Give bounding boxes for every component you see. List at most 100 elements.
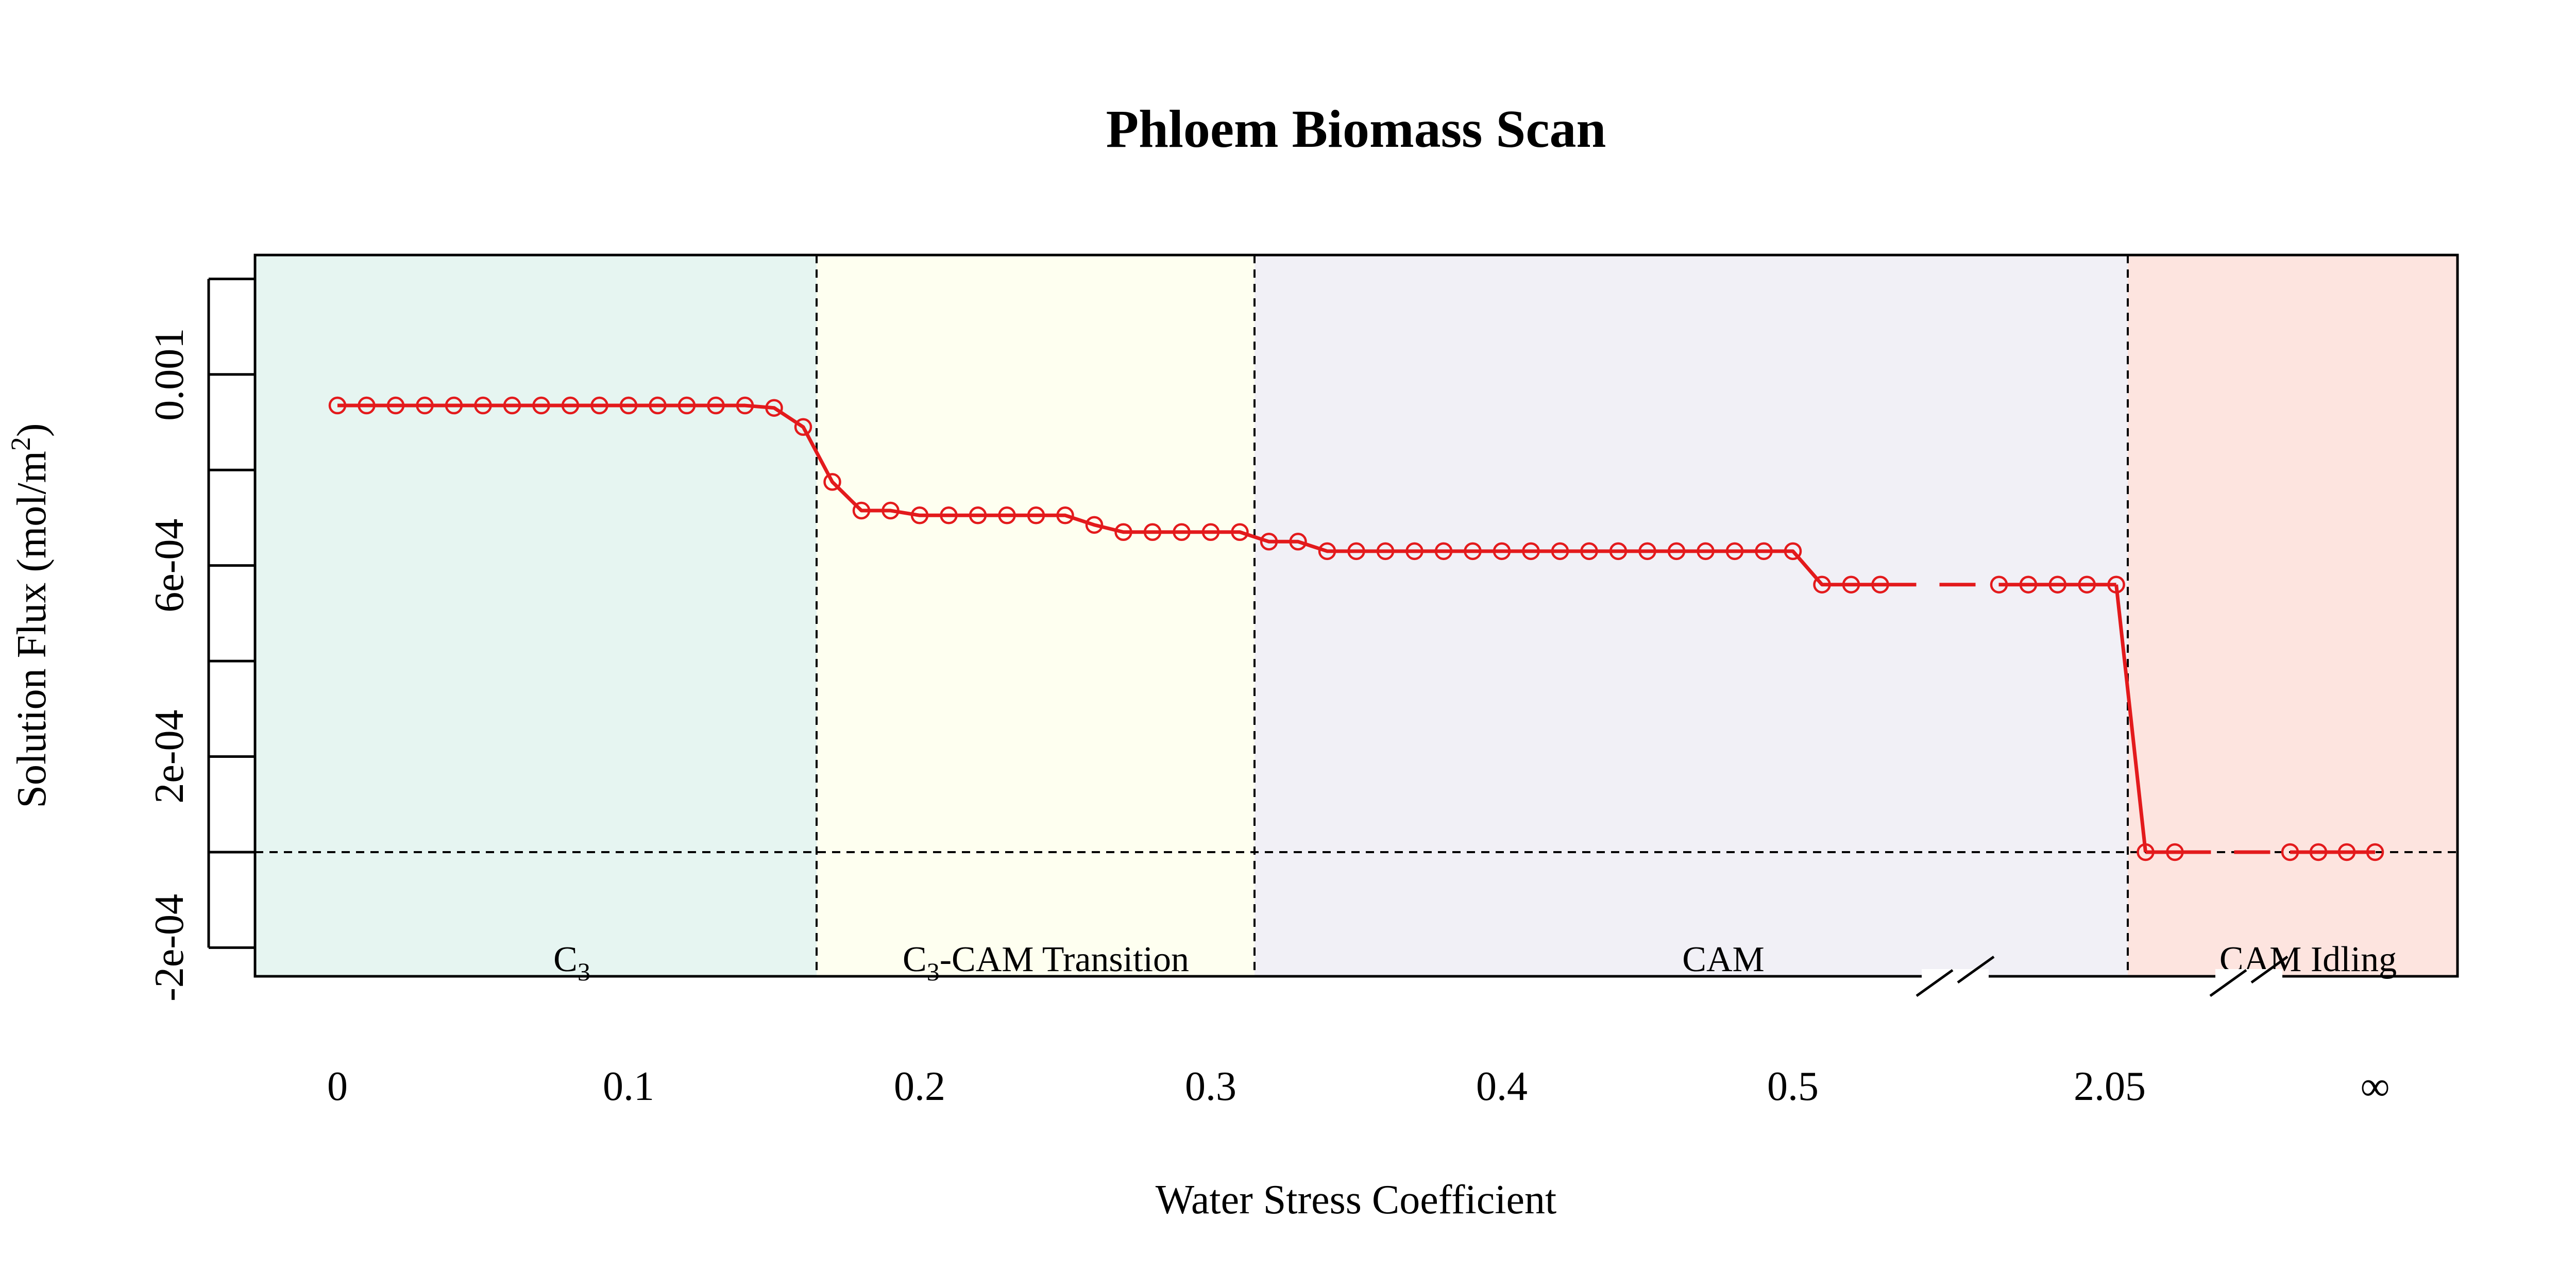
x-tick-label: 0.1: [603, 1064, 654, 1109]
data-point: [445, 396, 463, 415]
x-tick-label: 0: [327, 1064, 348, 1109]
data-point: [882, 501, 900, 520]
region-label-sub: 3: [927, 957, 940, 986]
data-point: [503, 396, 521, 415]
data-point: [1990, 575, 2008, 594]
region-label-cam: CAM: [1682, 940, 1764, 979]
data-point: [649, 396, 667, 415]
data-point: [590, 396, 608, 415]
data-point: [2337, 843, 2356, 861]
axis-break-mark: [2209, 969, 2247, 997]
data-point: [474, 396, 492, 415]
y-axis-label: Solution Flux (mol/m2): [5, 423, 55, 808]
region-band-idling: [2128, 255, 2458, 976]
data-point: [1580, 542, 1598, 561]
y-tick-label: 0.001: [147, 328, 192, 421]
x-tick-label: 0.3: [1185, 1064, 1236, 1109]
data-point: [2137, 843, 2155, 861]
data-point: [2166, 843, 2184, 861]
data-point: [1871, 575, 1889, 594]
data-point: [823, 473, 841, 491]
series-layer: [328, 396, 2384, 861]
data-point: [2281, 843, 2299, 861]
region-band-c3: [255, 255, 817, 976]
data-point: [1725, 542, 1744, 561]
data-point: [1609, 542, 1628, 561]
region-dividers: [816, 255, 2129, 976]
y-axis-label-main: Solution Flux (mol/m: [9, 451, 55, 808]
data-point: [1493, 542, 1511, 561]
data-point: [2366, 843, 2384, 861]
data-point: [386, 396, 405, 415]
data-point: [1201, 523, 1220, 541]
data-point: [1027, 506, 1045, 524]
data-point: [1085, 516, 1104, 534]
data-point: [561, 396, 580, 415]
data-point: [1260, 533, 1278, 551]
data-point: [1697, 542, 1715, 561]
axis-break-mark: [2250, 955, 2289, 984]
data-point: [532, 396, 550, 415]
data-point: [1318, 542, 1336, 561]
data-point: [1143, 523, 1162, 541]
region-label-c3: C3: [553, 940, 590, 986]
data-point: [1551, 542, 1569, 561]
data-point: [1289, 533, 1307, 551]
x-tick-label: 0.4: [1476, 1064, 1528, 1109]
data-point: [677, 396, 696, 415]
x-tick-label: 0.5: [1767, 1064, 1819, 1109]
axis-break-mark: [1916, 969, 1954, 997]
axis-breaks: [1916, 955, 2289, 997]
region-label-main: C: [903, 940, 927, 979]
y-axis: -2e-04 2e-04 6e-04 0.001: [147, 277, 255, 1002]
x-axis-tick-labels: 0 0.1 0.2 0.3 0.4 0.5 2.05 ∞: [327, 1064, 2390, 1109]
region-band-cam: [1255, 255, 2128, 976]
data-point: [2019, 575, 2038, 594]
plot-frame: [253, 253, 2459, 978]
data-point: [416, 396, 434, 415]
data-point: [1522, 542, 1540, 561]
x-tick-label: 0.2: [894, 1064, 945, 1109]
data-point: [736, 396, 754, 415]
axis-break-gap-2: [2215, 969, 2282, 984]
data-point: [969, 506, 987, 524]
region-label-main: C: [553, 940, 578, 979]
region-label-main: CAM: [1682, 940, 1764, 979]
y-axis-label-sup: 2: [5, 437, 36, 451]
data-point: [940, 506, 958, 524]
x-tick-label: 2.05: [2074, 1064, 2146, 1109]
data-point: [2048, 575, 2067, 594]
data-point: [358, 396, 376, 415]
data-point: [765, 399, 783, 417]
data-point: [707, 396, 725, 415]
region-label-tail: -CAM Transition: [940, 940, 1189, 979]
y-tick-label: 2e-04: [147, 709, 192, 803]
y-tick-label: -2e-04: [147, 894, 192, 1002]
data-point: [998, 506, 1016, 524]
data-point: [1347, 542, 1365, 561]
x-axis-label: Water Stress Coefficient: [1156, 1177, 1557, 1223]
x-tick-label: ∞: [2360, 1064, 2389, 1109]
data-point: [1638, 542, 1656, 561]
data-point: [852, 501, 871, 520]
data-point: [619, 396, 638, 415]
data-point: [2078, 575, 2096, 594]
data-point: [1813, 575, 1831, 594]
axis-break-mark: [1957, 955, 1995, 984]
data-point: [1173, 523, 1191, 541]
data-point: [328, 396, 347, 415]
region-label-transition: C3-CAM Transition: [903, 940, 1189, 986]
data-point: [2309, 843, 2328, 861]
data-point: [1114, 523, 1132, 541]
data-point: [1434, 542, 1453, 561]
data-point: [1755, 542, 1773, 561]
series-drop-connector: [2114, 584, 2147, 853]
series-line-segment-1: [337, 403, 1880, 587]
data-point: [1056, 506, 1074, 524]
data-point: [2107, 575, 2125, 594]
data-point: [910, 506, 929, 524]
data-point: [794, 418, 812, 436]
y-axis-label-tail: ): [9, 423, 55, 437]
